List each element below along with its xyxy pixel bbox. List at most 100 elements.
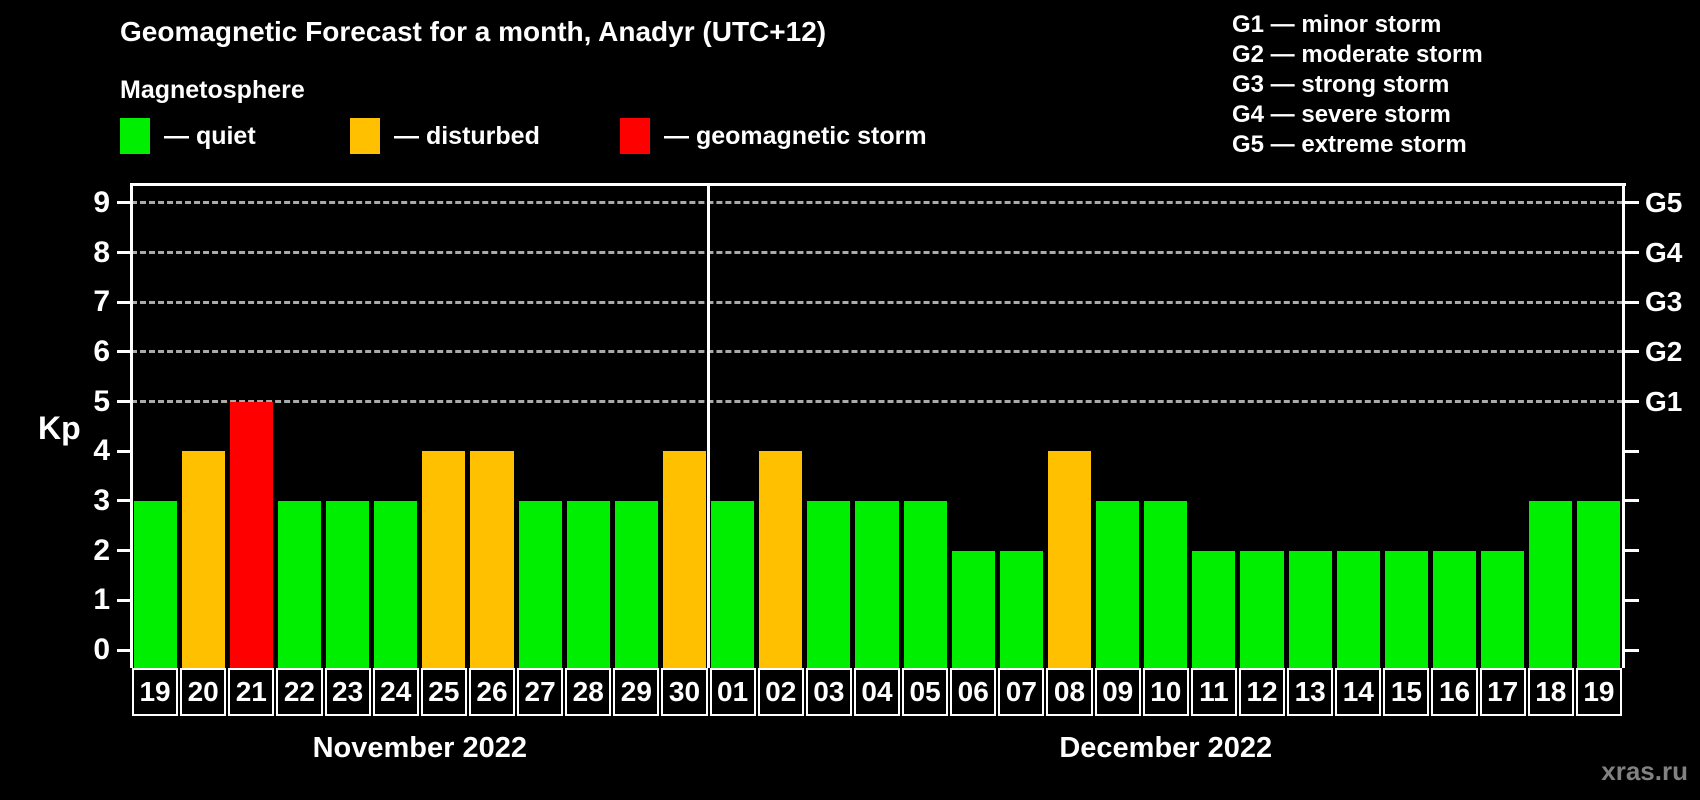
date-cell-21: 21 [228,668,275,716]
y-tick-label-1: 1 [93,583,110,617]
legend-label-quiet: — quiet [164,121,256,150]
gridline-kp9 [131,201,1623,205]
date-cell-25: 25 [420,668,467,716]
y-tick-label-5: 5 [93,384,110,418]
g-scale-label-g1: G1 [1645,385,1683,417]
date-cell-04: 04 [853,668,901,716]
right-axis-tick [1624,300,1639,304]
legend-label-storm: — geomagnetic storm [664,121,927,150]
y-tick-label-4: 4 [93,434,110,468]
date-cell-14: 14 [1335,668,1382,716]
legend-item-storm: — geomagnetic storm [620,118,927,154]
y-tick-label-7: 7 [93,285,110,319]
kp-bar-day-19 [133,500,177,668]
date-cell-16: 16 [1431,668,1478,716]
date-cell-22: 22 [276,668,323,716]
kp-bar-day-23 [326,500,370,668]
kp-bar-day-09 [1096,500,1140,668]
right-axis-tick [1624,449,1639,453]
date-cell-24: 24 [372,668,419,716]
date-cell-09: 09 [1094,668,1141,716]
right-axis-tick [1624,201,1639,205]
kp-bar-day-15 [1384,550,1428,668]
y-tick-label-3: 3 [93,483,110,517]
g-scale-label-g2: G2 [1645,335,1683,367]
disturbed-color-swatch [350,118,380,154]
month-divider-line [707,183,711,668]
right-axis-tick [1624,350,1639,354]
gridline-kp5 [131,400,1623,404]
date-cell-19: 19 [1575,668,1622,716]
g-scale-label-g3: G3 [1645,286,1683,318]
g-scale-label-g4: G4 [1645,236,1683,268]
kp-bar-day-06 [951,550,995,668]
right-axis-tick [1624,400,1639,404]
quiet-color-swatch [120,118,150,154]
y-axis-tick [117,648,131,652]
kp-bar-day-11 [1192,550,1236,668]
storm-color-swatch [620,118,650,154]
date-cell-07: 07 [998,668,1045,716]
gridline-kp7 [131,300,1623,304]
storm-scale-g5: G5 — extreme storm [1232,131,1467,158]
kp-bar-day-07 [999,550,1043,668]
kp-bar-day-26 [470,451,514,668]
kp-bar-day-24 [374,500,418,668]
y-tick-label-0: 0 [93,633,110,666]
y-tick-label-6: 6 [93,334,110,368]
date-cell-27: 27 [517,668,564,716]
storm-scale-g4: G4 — severe storm [1232,101,1451,128]
magnetosphere-heading: Magnetosphere [120,76,305,104]
month-label-december: December 2022 [1059,732,1273,764]
kp-bar-day-12 [1240,550,1284,668]
storm-scale-g3: G3 — strong storm [1232,71,1450,98]
kp-bar-day-13 [1288,550,1332,668]
right-axis-tick [1624,648,1639,652]
kp-bar-day-19 [1577,500,1621,668]
kp-bar-day-10 [1144,500,1188,668]
kp-bar-day-03 [807,500,851,668]
right-axis-tick [1624,549,1639,553]
date-cell-08: 08 [1046,668,1093,716]
date-cell-06: 06 [950,668,997,716]
date-cell-19: 19 [132,668,179,716]
right-axis-tick [1624,598,1639,602]
date-cell-20: 20 [180,668,227,716]
y-axis-tick [117,499,131,503]
kp-bar-day-30 [662,451,707,668]
date-cell-01: 01 [709,668,756,716]
kp-bar-day-25 [422,451,466,668]
kp-bar-day-08 [1047,451,1092,668]
y-axis-tick [117,549,131,553]
legend-item-disturbed: — disturbed [350,118,540,154]
kp-bar-day-29 [614,500,658,668]
y-axis-title: Kp [38,410,81,446]
kp-bar-day-21 [229,401,273,668]
date-cell-28: 28 [565,668,612,716]
y-axis-tick [117,449,131,453]
date-cell-10: 10 [1142,668,1189,716]
date-cell-17: 17 [1479,668,1526,716]
date-cell-23: 23 [324,668,371,716]
y-axis-tick [117,201,131,205]
month-label-november: November 2022 [312,732,527,764]
legend-item-quiet: — quiet [120,118,256,154]
kp-bar-day-01 [711,500,755,668]
y-axis-tick [117,251,131,255]
date-cell-05: 05 [902,668,949,716]
y-axis-tick [117,300,131,304]
date-cell-18: 18 [1527,668,1574,716]
storm-scale-g1: G1 — minor storm [1232,11,1442,38]
storm-scale-g2: G2 — moderate storm [1232,41,1483,68]
y-tick-label-2: 2 [93,533,110,567]
kp-bar-day-14 [1336,550,1380,668]
gridline-kp8 [131,251,1623,255]
plot-top-border [131,183,1626,186]
kp-bar-day-28 [566,500,610,668]
date-cell-13: 13 [1287,668,1334,716]
kp-bar-day-04 [855,500,899,668]
kp-bar-day-20 [181,451,225,668]
g-scale-label-g5: G5 [1645,186,1683,218]
kp-bar-day-17 [1481,550,1525,668]
